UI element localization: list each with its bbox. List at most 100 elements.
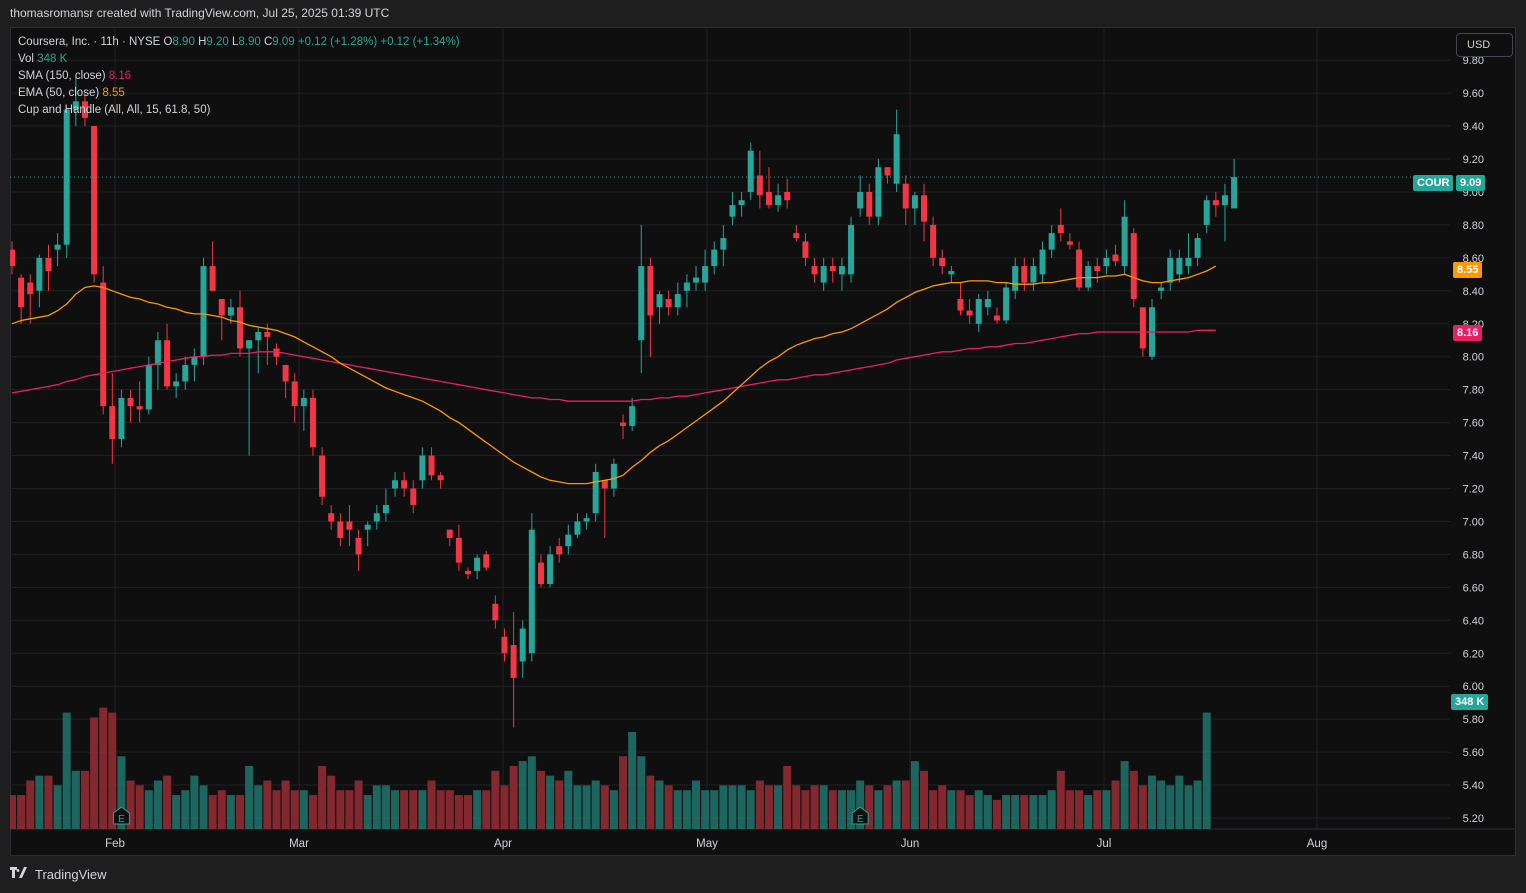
y-tick-label: 7.80	[1463, 385, 1484, 397]
volume-value: 348 K	[37, 53, 68, 65]
volume-bar	[819, 785, 828, 829]
volume-bar	[655, 780, 664, 829]
candle	[656, 294, 663, 308]
y-tick-label: 6.80	[1463, 549, 1484, 561]
candle	[1185, 257, 1192, 267]
candle	[1012, 266, 1019, 291]
candle	[173, 381, 180, 387]
volume-bar	[646, 775, 655, 829]
candlestick-chart[interactable]: EEE 5.205.405.605.806.006.206.406.606.80…	[10, 27, 1516, 856]
close-value: 9.09	[272, 36, 295, 48]
volume-bar	[1193, 780, 1202, 829]
volume-bar	[363, 795, 372, 829]
candle	[1231, 177, 1238, 209]
legend-cup-handle-row[interactable]: Cup and Handle (All, All, 15, 61.8, 50)	[18, 102, 460, 119]
volume-bar	[345, 790, 354, 829]
earnings-marker-icon	[851, 806, 869, 825]
candle	[136, 406, 143, 410]
volume-bar	[1038, 795, 1047, 829]
candle	[984, 299, 991, 308]
candle	[829, 266, 836, 272]
volume-bar	[1166, 785, 1175, 829]
candle	[683, 282, 690, 291]
candle	[319, 455, 326, 497]
candle	[492, 603, 499, 621]
candle	[300, 397, 307, 407]
candle	[1221, 195, 1228, 206]
candle	[27, 282, 34, 295]
y-tick-label: 6.00	[1463, 681, 1484, 693]
candle	[145, 364, 152, 410]
candle	[1048, 233, 1055, 250]
volume-bar	[1075, 790, 1084, 829]
candle	[1076, 249, 1083, 288]
candle	[72, 101, 79, 110]
volume-bar	[418, 790, 427, 829]
volume-bar	[810, 785, 819, 829]
volume-bar	[1020, 795, 1029, 829]
candle	[528, 529, 535, 654]
volume-bar	[1093, 790, 1102, 829]
volume-bar	[464, 795, 472, 829]
legend-ema-row[interactable]: EMA (50, close) 8.55	[18, 85, 460, 102]
volume-bar	[983, 795, 992, 829]
y-tick-label: 7.20	[1463, 484, 1484, 496]
candle	[747, 150, 754, 192]
volume-bar	[1011, 795, 1020, 829]
candle	[273, 348, 280, 357]
y-tick-label: 8.40	[1463, 286, 1484, 298]
chart-frame	[10, 27, 1516, 856]
candle	[729, 205, 736, 217]
volume-bar	[26, 780, 35, 829]
volume-bar	[400, 790, 409, 829]
volume-bar	[582, 785, 591, 829]
volume-bar	[482, 790, 491, 829]
volume-bar	[719, 785, 728, 829]
candle	[127, 397, 134, 407]
volume-bar	[336, 790, 345, 829]
volume-bar	[619, 756, 628, 829]
volume-bar	[108, 712, 117, 829]
legend-sma-row[interactable]: SMA (150, close) 8.16	[18, 68, 460, 85]
candle	[364, 524, 371, 530]
volume-bar	[90, 717, 99, 829]
volume-bar	[837, 790, 846, 829]
volume-bar	[1056, 770, 1065, 829]
sma-value: 8.16	[108, 70, 132, 82]
candle	[1121, 216, 1128, 267]
y-tick-label: 5.40	[1463, 780, 1484, 792]
candle	[556, 546, 563, 555]
volume-bar	[153, 780, 162, 829]
sma-value-tag: 8.16	[1453, 325, 1483, 341]
volume-bar	[737, 785, 746, 829]
candle	[875, 167, 882, 217]
legend-volume-row[interactable]: Vol 348 K	[18, 51, 460, 68]
volume-bars	[10, 707, 1211, 829]
volume-bar	[445, 790, 454, 829]
candle	[1003, 287, 1010, 321]
candle	[382, 504, 389, 514]
candle	[848, 224, 855, 275]
footer[interactable]: TradingView	[10, 867, 107, 882]
candle	[209, 266, 216, 291]
candle	[1021, 266, 1028, 283]
candle	[711, 249, 718, 267]
volume-bar	[527, 756, 536, 829]
candle	[1094, 266, 1101, 272]
x-tick-label: Jun	[901, 838, 920, 850]
sma-150-line	[11, 329, 1216, 402]
volume-bar	[236, 795, 244, 829]
symbol-name[interactable]: Coursera, Inc. · 11h · NYSE	[18, 36, 161, 48]
volume-bar	[299, 790, 308, 829]
candle	[10, 249, 15, 267]
volume-bar	[473, 790, 482, 829]
candle	[629, 406, 636, 426]
volume-bar	[564, 770, 573, 829]
volume-bar	[71, 770, 80, 829]
y-tick-label: 9.60	[1463, 88, 1484, 100]
candle	[483, 554, 490, 568]
candle	[702, 266, 709, 283]
candle	[164, 340, 171, 387]
currency-button[interactable]: USD	[1456, 33, 1513, 57]
candle	[291, 381, 298, 407]
